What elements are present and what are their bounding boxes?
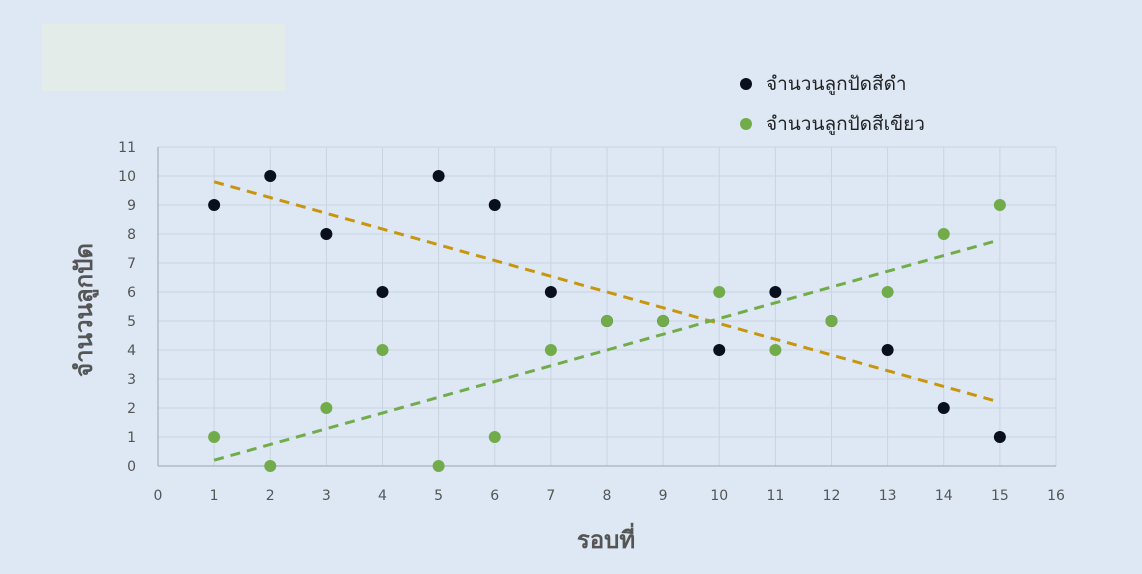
- data-point-green: [769, 344, 782, 356]
- data-point-black: [208, 199, 221, 211]
- data-point-green: [825, 315, 838, 327]
- data-points: [208, 170, 1006, 472]
- x-tick-label: 8: [603, 488, 612, 504]
- x-tick-label: 15: [991, 488, 1009, 504]
- data-point-black: [937, 402, 950, 414]
- y-tick-label: 4: [127, 343, 136, 359]
- legend-label-green: จำนวนลูกปัดสีเขียว: [766, 113, 925, 135]
- x-tick-label: 2: [266, 488, 275, 504]
- y-tick-label: 6: [127, 285, 136, 301]
- data-point-black: [320, 228, 333, 240]
- data-point-black: [544, 286, 557, 298]
- data-point-green: [376, 344, 389, 356]
- trendlines: [213, 180, 1001, 462]
- data-point-green: [488, 431, 501, 443]
- data-point-black: [713, 344, 726, 356]
- trendline-black: [213, 180, 1001, 404]
- data-point-green: [993, 199, 1006, 211]
- data-point-black: [432, 170, 445, 182]
- data-point-green: [657, 315, 670, 327]
- data-point-green: [544, 344, 557, 356]
- x-axis-label: รอบที่: [577, 522, 635, 554]
- data-point-green: [208, 431, 221, 443]
- data-point-green: [432, 460, 445, 472]
- y-axis-label: จำนวนลูกปัด: [70, 243, 99, 377]
- x-tick-label: 11: [766, 488, 784, 504]
- legend-item-green: จำนวนลูกปัดสีเขียว: [740, 104, 925, 144]
- y-tick-label: 8: [127, 227, 136, 243]
- y-tick-label: 3: [127, 372, 136, 388]
- y-tick-label: 9: [127, 198, 136, 214]
- legend-marker-green: [740, 118, 752, 130]
- y-tick-label: 1: [127, 430, 136, 446]
- x-tick-label: 13: [879, 488, 897, 504]
- x-tick-label: 0: [154, 488, 163, 504]
- data-point-black: [881, 344, 894, 356]
- x-tick-label: 12: [823, 488, 841, 504]
- y-tick-label: 7: [127, 256, 136, 272]
- data-point-black: [993, 431, 1006, 443]
- data-point-green: [937, 228, 950, 240]
- data-point-black: [264, 170, 277, 182]
- data-point-green: [320, 402, 333, 414]
- x-tick-label: 3: [322, 488, 331, 504]
- data-point-black: [769, 286, 782, 298]
- legend: จำนวนลูกปัดสีดำ จำนวนลูกปัดสีเขียว: [740, 64, 925, 144]
- y-tick-label: 10: [118, 169, 136, 185]
- y-tick-label: 0: [127, 459, 136, 475]
- data-point-green: [264, 460, 277, 472]
- x-tick-label: 7: [546, 488, 555, 504]
- x-tick-label: 4: [378, 488, 387, 504]
- chart-title-placeholder: [42, 24, 285, 91]
- y-tick-label: 2: [127, 401, 136, 417]
- legend-item-black: จำนวนลูกปัดสีดำ: [740, 64, 925, 104]
- data-point-green: [713, 286, 726, 298]
- x-tick-label: 5: [434, 488, 443, 504]
- x-tick-label: 1: [210, 488, 219, 504]
- grid: [157, 146, 1057, 467]
- legend-marker-black: [740, 78, 752, 90]
- x-tick-label: 16: [1047, 488, 1065, 504]
- trendline-green: [213, 238, 1001, 462]
- x-tick-label: 9: [659, 488, 668, 504]
- y-tick-label: 5: [127, 314, 136, 330]
- data-point-black: [376, 286, 389, 298]
- x-tick-label: 6: [490, 488, 499, 504]
- data-point-green: [601, 315, 613, 327]
- x-tick-label: 10: [710, 488, 728, 504]
- legend-label-black: จำนวนลูกปัดสีดำ: [766, 73, 907, 95]
- y-tick-label: 11: [118, 140, 136, 156]
- data-point-black: [488, 199, 501, 211]
- x-tick-label: 14: [935, 488, 953, 504]
- data-point-green: [881, 286, 894, 298]
